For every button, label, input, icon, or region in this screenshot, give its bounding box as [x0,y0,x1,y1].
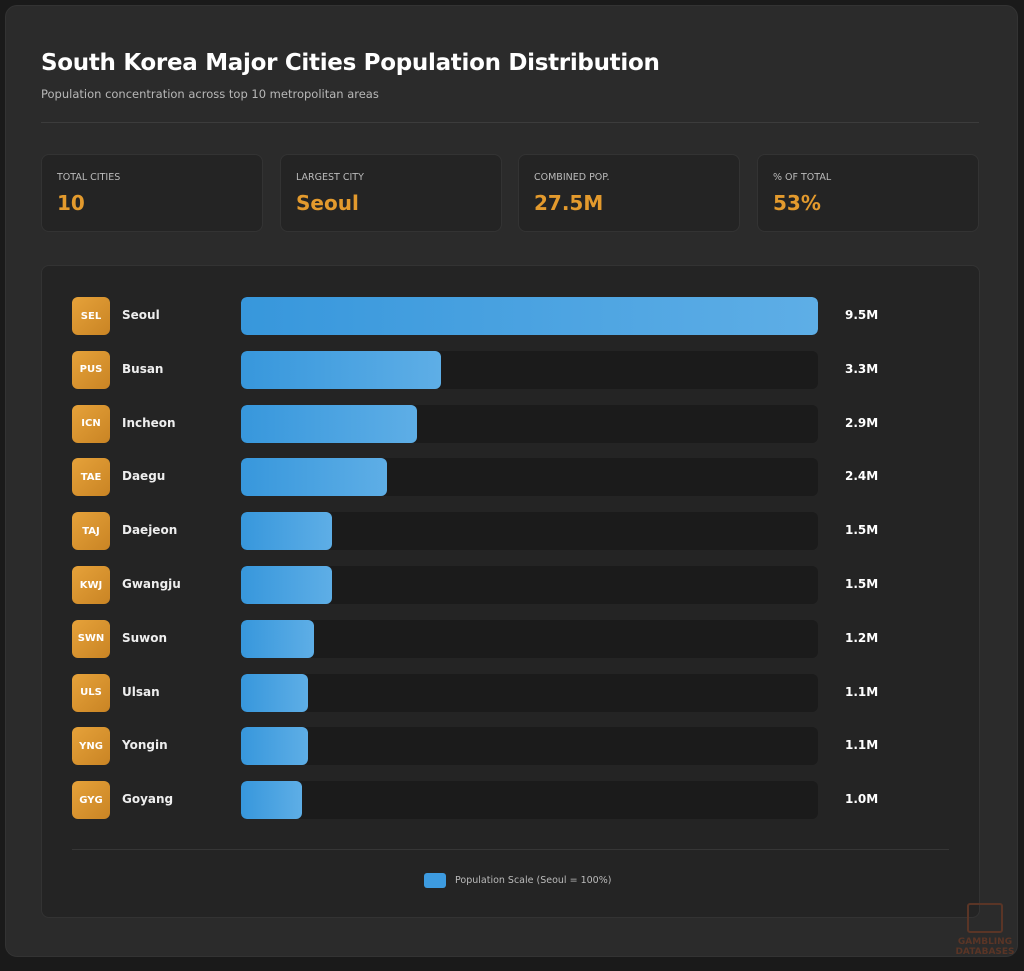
stat-combined-pop: Combined Pop. 27.5M [518,154,740,232]
value-label: 1.5M [845,523,879,538]
bar-fill [241,404,418,443]
bar-row: SWN Suwon 1.2M [72,619,952,658]
bar-track [241,727,818,766]
bar-fill [241,297,818,335]
header-divider [41,122,979,123]
value-label: 1.0M [845,792,879,807]
bar-track [241,566,818,604]
stat-total-cities: Total Cities 10 [41,154,263,232]
bar-track [241,619,818,658]
value-label: 1.1M [845,738,879,753]
page-title: South Korea Major Cities Population Dist… [41,50,660,76]
value-label: 1.1M [845,684,879,699]
city-code-badge: ULS [72,673,110,712]
bar-row: YNG Yongin 1.1M [72,727,952,766]
stat-largest-city: Largest City Seoul [280,154,502,232]
city-code-badge: KWJ [72,566,110,604]
value-label: 1.5M [845,577,879,591]
bar-track [241,458,818,497]
watermark-logo: GAMBLING DATABASES [952,903,1018,957]
bar-row: GYG Goyang 1.0M [72,781,952,820]
city-code-badge: YNG [72,727,110,766]
bar-track [241,512,818,551]
chart-panel: Population Scale (Seoul = 100%) SEL Seoul… [41,265,980,918]
stat-label: % of Total [773,172,832,183]
city-code-badge: TAJ [72,512,110,551]
city-name: Seoul [122,308,160,322]
bar-track [241,673,818,712]
bar-row: KWJ Gwangju 1.5M [72,566,952,604]
city-code-badge: PUS [72,350,110,389]
city-name: Incheon [122,415,176,430]
city-code-badge: ICN [72,404,110,443]
city-name: Daegu [122,469,166,484]
legend-swatch [424,873,446,888]
stat-label: Largest City [296,172,364,183]
bar-track [241,781,818,820]
city-name: Gwangju [122,577,181,591]
bar-row: ICN Incheon 2.9M [72,404,952,443]
bar-fill [241,566,333,604]
city-name: Daejeon [122,523,178,538]
bar-track [241,404,818,443]
city-code-badge: SWN [72,619,110,658]
bar-fill [241,781,302,820]
stat-label: Total Cities [57,172,121,183]
bar-row: SEL Seoul 9.5M [72,297,952,335]
legend-label: Population Scale (Seoul = 100%) [455,875,612,886]
stat-value: 10 [57,191,85,215]
city-code-badge: SEL [72,297,110,335]
chart-divider [72,849,949,850]
city-code-badge: TAE [72,458,110,497]
bar-row: TAE Daegu 2.4M [72,458,952,497]
bar-fill [241,727,308,766]
value-label: 1.2M [845,630,879,645]
city-name: Ulsan [122,684,160,699]
city-code-badge: GYG [72,781,110,820]
watermark-icon [967,903,1003,933]
page-subtitle: Population concentration across top 10 m… [41,87,379,101]
city-name: Busan [122,361,164,376]
value-label: 3.3M [845,361,879,376]
bar-row: PUS Busan 3.3M [72,350,952,389]
city-name: Goyang [122,792,174,807]
stat-percent-total: % of Total 53% [757,154,979,232]
city-name: Suwon [122,630,168,645]
chart-legend: Population Scale (Seoul = 100%) [424,873,611,888]
bar-row: ULS Ulsan 1.1M [72,673,952,712]
city-name: Yongin [122,738,168,753]
dashboard-card: South Korea Major Cities Population Dist… [5,5,1018,957]
bar-track [241,297,818,335]
value-label: 2.4M [845,469,879,484]
bar-fill [241,619,314,658]
bar-fill [241,512,333,551]
bar-row: TAJ Daejeon 1.5M [72,512,952,551]
value-label: 2.9M [845,415,879,430]
bar-fill [241,458,387,497]
bar-fill [241,673,308,712]
stat-value: Seoul [296,191,359,215]
value-label: 9.5M [845,308,879,322]
stat-label: Combined Pop. [534,172,610,183]
stat-value: 53% [773,191,821,215]
bar-track [241,350,818,389]
bar-fill [241,350,442,389]
stat-value: 27.5M [534,191,604,215]
